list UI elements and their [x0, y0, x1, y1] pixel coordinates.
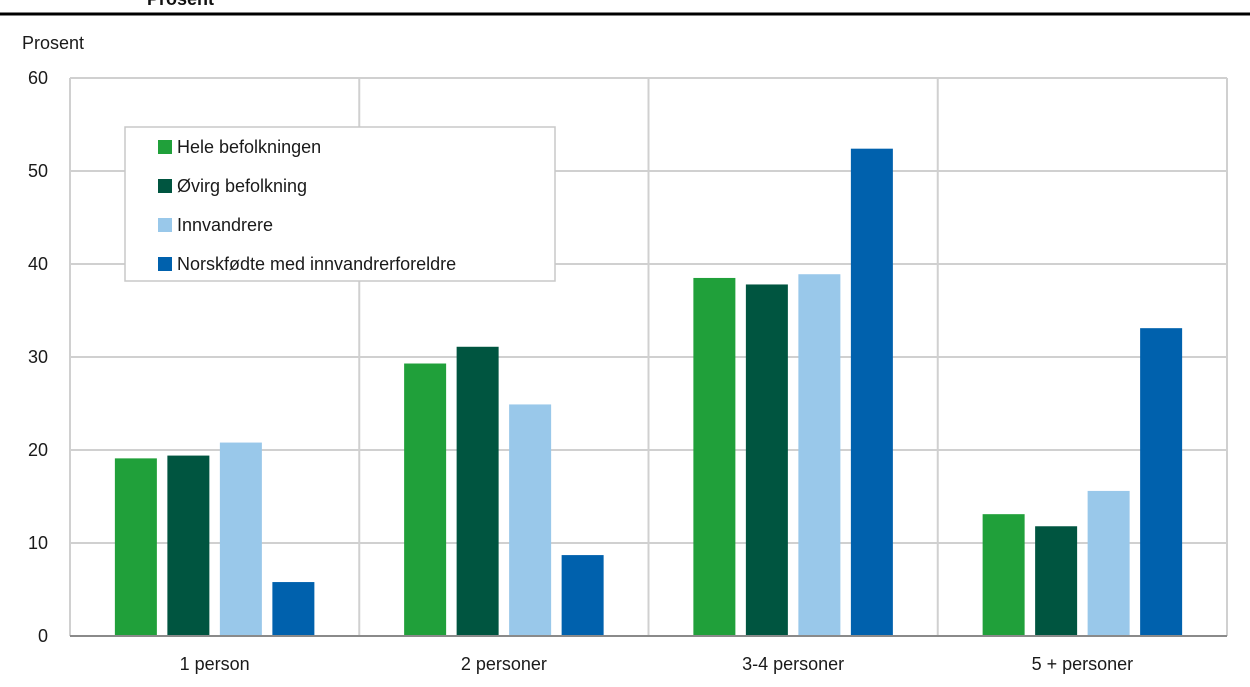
bars: [114, 148, 1183, 636]
legend-label-3: Innvandrere: [177, 215, 273, 235]
legend-label-2: Øvirg befolkning: [177, 176, 307, 196]
bar-3-3: [798, 274, 841, 636]
bar-2-1: [404, 363, 447, 636]
x-tick-label-1: 1 person: [180, 654, 250, 674]
bar-3-1: [693, 277, 736, 636]
bar-1-2: [167, 455, 210, 636]
bar-2-4: [561, 555, 604, 636]
legend-box: [124, 126, 556, 282]
x-tick-label-4: 5 + personer: [1032, 654, 1134, 674]
bar-2-3: [509, 404, 552, 636]
y-tick-label-50: 50: [28, 161, 48, 181]
legend: Hele befolkningen Øvirg befolkning Innvand…: [124, 126, 556, 282]
y-tick-label-60: 60: [28, 68, 48, 88]
y-tick-label-40: 40: [28, 254, 48, 274]
axes: 0 10 20 30 40 50 60 1 person 2 personer 3-4 perso…: [28, 68, 1227, 674]
bar-1-4: [272, 582, 315, 636]
bar-2-2: [456, 346, 499, 636]
bar-4-1: [982, 514, 1025, 636]
y-tick-label-0: 0: [38, 626, 48, 646]
y-tick-label-10: 10: [28, 533, 48, 553]
bar-4-2: [1035, 526, 1078, 636]
bar-1-3: [219, 442, 262, 636]
bar-3-2: [745, 284, 788, 636]
bar-4-3: [1087, 490, 1130, 636]
legend-swatch-2: [158, 179, 172, 193]
bar-1-1: [114, 458, 157, 636]
legend-swatch-3: [158, 218, 172, 232]
bar-3-4: [850, 148, 893, 636]
legend-swatch-1: [158, 140, 172, 154]
y-tick-label-30: 30: [28, 347, 48, 367]
legend-label-4: Norskfødte med innvandrerforeldre: [177, 254, 456, 274]
truncated-caption: Prosent: [147, 0, 214, 9]
x-tick-label-3: 3-4 personer: [742, 654, 844, 674]
x-tick-label-2: 2 personer: [461, 654, 547, 674]
y-tick-label-20: 20: [28, 440, 48, 460]
bar-4-4: [1140, 328, 1183, 636]
y-axis-label: Prosent: [22, 33, 84, 53]
legend-label-1: Hele befolkningen: [177, 137, 321, 157]
legend-swatch-4: [158, 257, 172, 271]
